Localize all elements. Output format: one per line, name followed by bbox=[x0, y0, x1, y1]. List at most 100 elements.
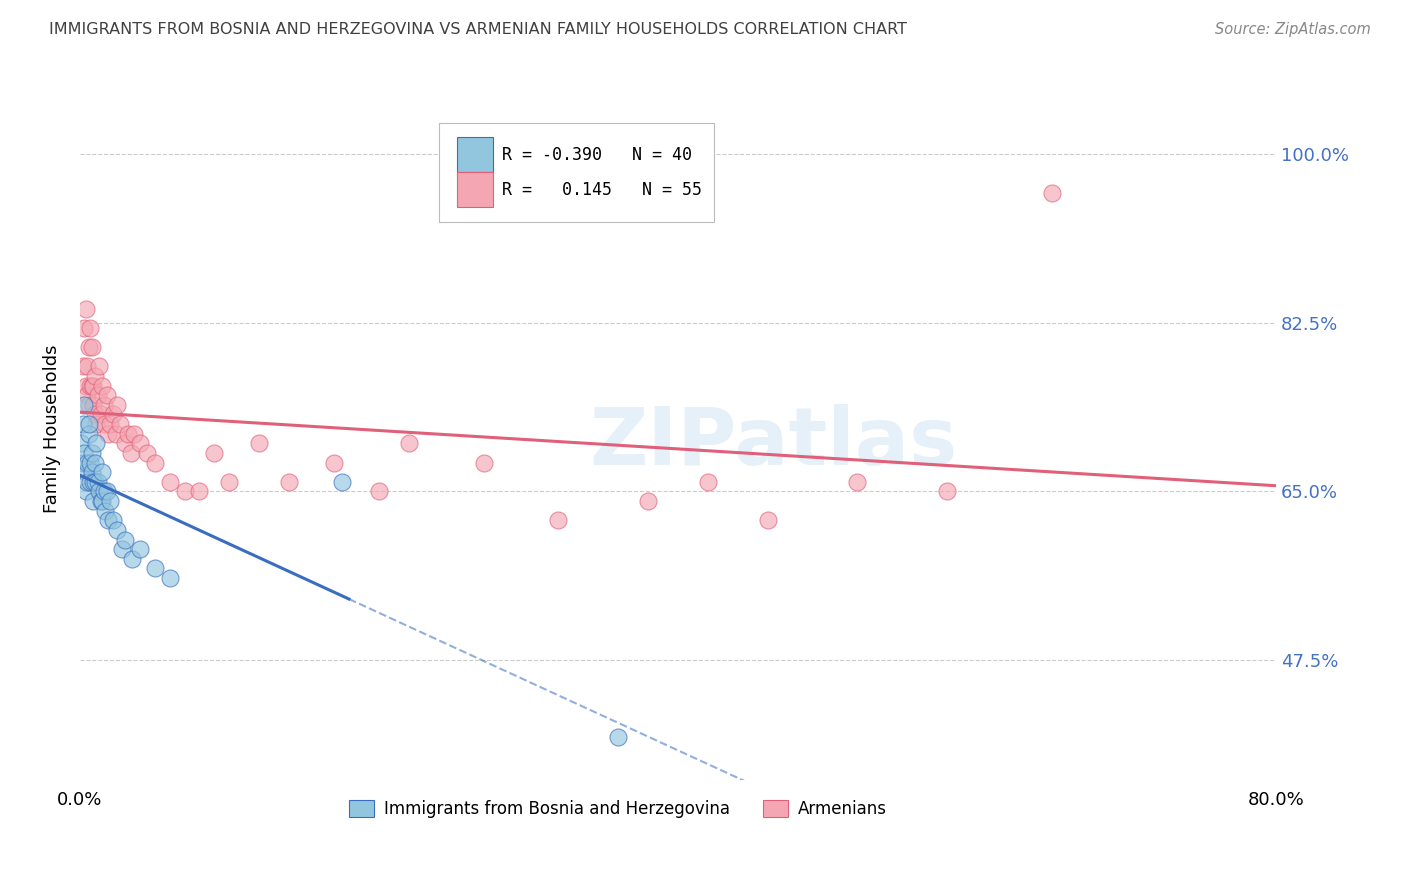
Point bbox=[80, 340, 103, 354]
Point bbox=[72, 417, 94, 431]
Point bbox=[73, 320, 96, 334]
Point bbox=[76, 456, 98, 470]
Point bbox=[120, 446, 142, 460]
Point bbox=[76, 475, 98, 489]
Point bbox=[111, 542, 134, 557]
Point bbox=[76, 388, 98, 402]
Point bbox=[73, 446, 96, 460]
Point bbox=[79, 456, 101, 470]
Point bbox=[547, 513, 569, 527]
Point bbox=[97, 513, 120, 527]
Point bbox=[472, 456, 495, 470]
Point bbox=[1040, 186, 1063, 200]
Bar bbox=[457, 137, 492, 172]
Point bbox=[143, 456, 166, 470]
Point bbox=[76, 359, 98, 374]
Point bbox=[101, 513, 124, 527]
Text: Source: ZipAtlas.com: Source: ZipAtlas.com bbox=[1215, 22, 1371, 37]
Point bbox=[607, 730, 630, 744]
Point bbox=[82, 398, 104, 412]
Point bbox=[128, 542, 150, 557]
Point bbox=[91, 378, 114, 392]
Point bbox=[93, 398, 115, 412]
Point bbox=[188, 484, 211, 499]
Point bbox=[90, 494, 112, 508]
Point bbox=[83, 456, 105, 470]
Point bbox=[91, 494, 114, 508]
Point bbox=[159, 475, 181, 489]
Point bbox=[86, 436, 108, 450]
Point bbox=[89, 484, 111, 499]
Point bbox=[756, 513, 779, 527]
Point bbox=[846, 475, 869, 489]
Point bbox=[104, 426, 127, 441]
Point bbox=[83, 475, 105, 489]
Point bbox=[75, 465, 97, 479]
Point bbox=[82, 475, 104, 489]
Point bbox=[101, 408, 124, 422]
Point bbox=[398, 436, 420, 450]
Point bbox=[114, 436, 136, 450]
Point bbox=[90, 408, 112, 422]
Point bbox=[114, 533, 136, 547]
Point bbox=[83, 408, 105, 422]
Point bbox=[93, 484, 115, 499]
Point bbox=[79, 320, 101, 334]
Point bbox=[70, 436, 93, 450]
Text: R = -0.390   N = 40: R = -0.390 N = 40 bbox=[502, 145, 692, 164]
Point bbox=[96, 484, 118, 499]
Point bbox=[97, 426, 120, 441]
Point bbox=[218, 475, 240, 489]
Legend: Immigrants from Bosnia and Herzegovina, Armenians: Immigrants from Bosnia and Herzegovina, … bbox=[342, 793, 894, 825]
Point bbox=[105, 398, 128, 412]
Text: IMMIGRANTS FROM BOSNIA AND HERZEGOVINA VS ARMENIAN FAMILY HOUSEHOLDS CORRELATION: IMMIGRANTS FROM BOSNIA AND HERZEGOVINA V… bbox=[49, 22, 907, 37]
Point bbox=[72, 359, 94, 374]
Point bbox=[79, 378, 101, 392]
Point bbox=[122, 426, 145, 441]
Point bbox=[87, 388, 110, 402]
Y-axis label: Family Households: Family Households bbox=[44, 344, 60, 513]
Point bbox=[247, 436, 270, 450]
Point bbox=[94, 504, 117, 518]
Point bbox=[75, 484, 97, 499]
Point bbox=[98, 417, 121, 431]
Point bbox=[136, 446, 159, 460]
Point bbox=[936, 484, 959, 499]
Point bbox=[77, 426, 100, 441]
Point bbox=[91, 465, 114, 479]
Point bbox=[86, 417, 108, 431]
Point bbox=[89, 359, 111, 374]
Point bbox=[80, 465, 103, 479]
Point bbox=[82, 494, 104, 508]
Text: ZIPatlas: ZIPatlas bbox=[589, 404, 957, 482]
Point bbox=[128, 436, 150, 450]
Point bbox=[159, 571, 181, 585]
Point bbox=[87, 475, 110, 489]
Point bbox=[367, 484, 389, 499]
Point bbox=[105, 523, 128, 537]
Point bbox=[96, 388, 118, 402]
Point bbox=[330, 475, 353, 489]
Point bbox=[278, 475, 301, 489]
Point bbox=[75, 301, 97, 316]
Point bbox=[94, 417, 117, 431]
Point bbox=[83, 368, 105, 383]
Point bbox=[77, 398, 100, 412]
Point bbox=[696, 475, 718, 489]
Text: R =   0.145   N = 55: R = 0.145 N = 55 bbox=[502, 181, 702, 199]
Point bbox=[77, 340, 100, 354]
Point bbox=[72, 456, 94, 470]
Point bbox=[323, 456, 346, 470]
Point bbox=[80, 378, 103, 392]
FancyBboxPatch shape bbox=[439, 123, 714, 221]
Point bbox=[121, 552, 143, 566]
Point bbox=[80, 446, 103, 460]
Point bbox=[79, 475, 101, 489]
Point bbox=[173, 484, 195, 499]
Point bbox=[98, 494, 121, 508]
Point bbox=[110, 417, 132, 431]
Point bbox=[75, 378, 97, 392]
Point bbox=[77, 417, 100, 431]
Point bbox=[73, 398, 96, 412]
Point bbox=[82, 378, 104, 392]
